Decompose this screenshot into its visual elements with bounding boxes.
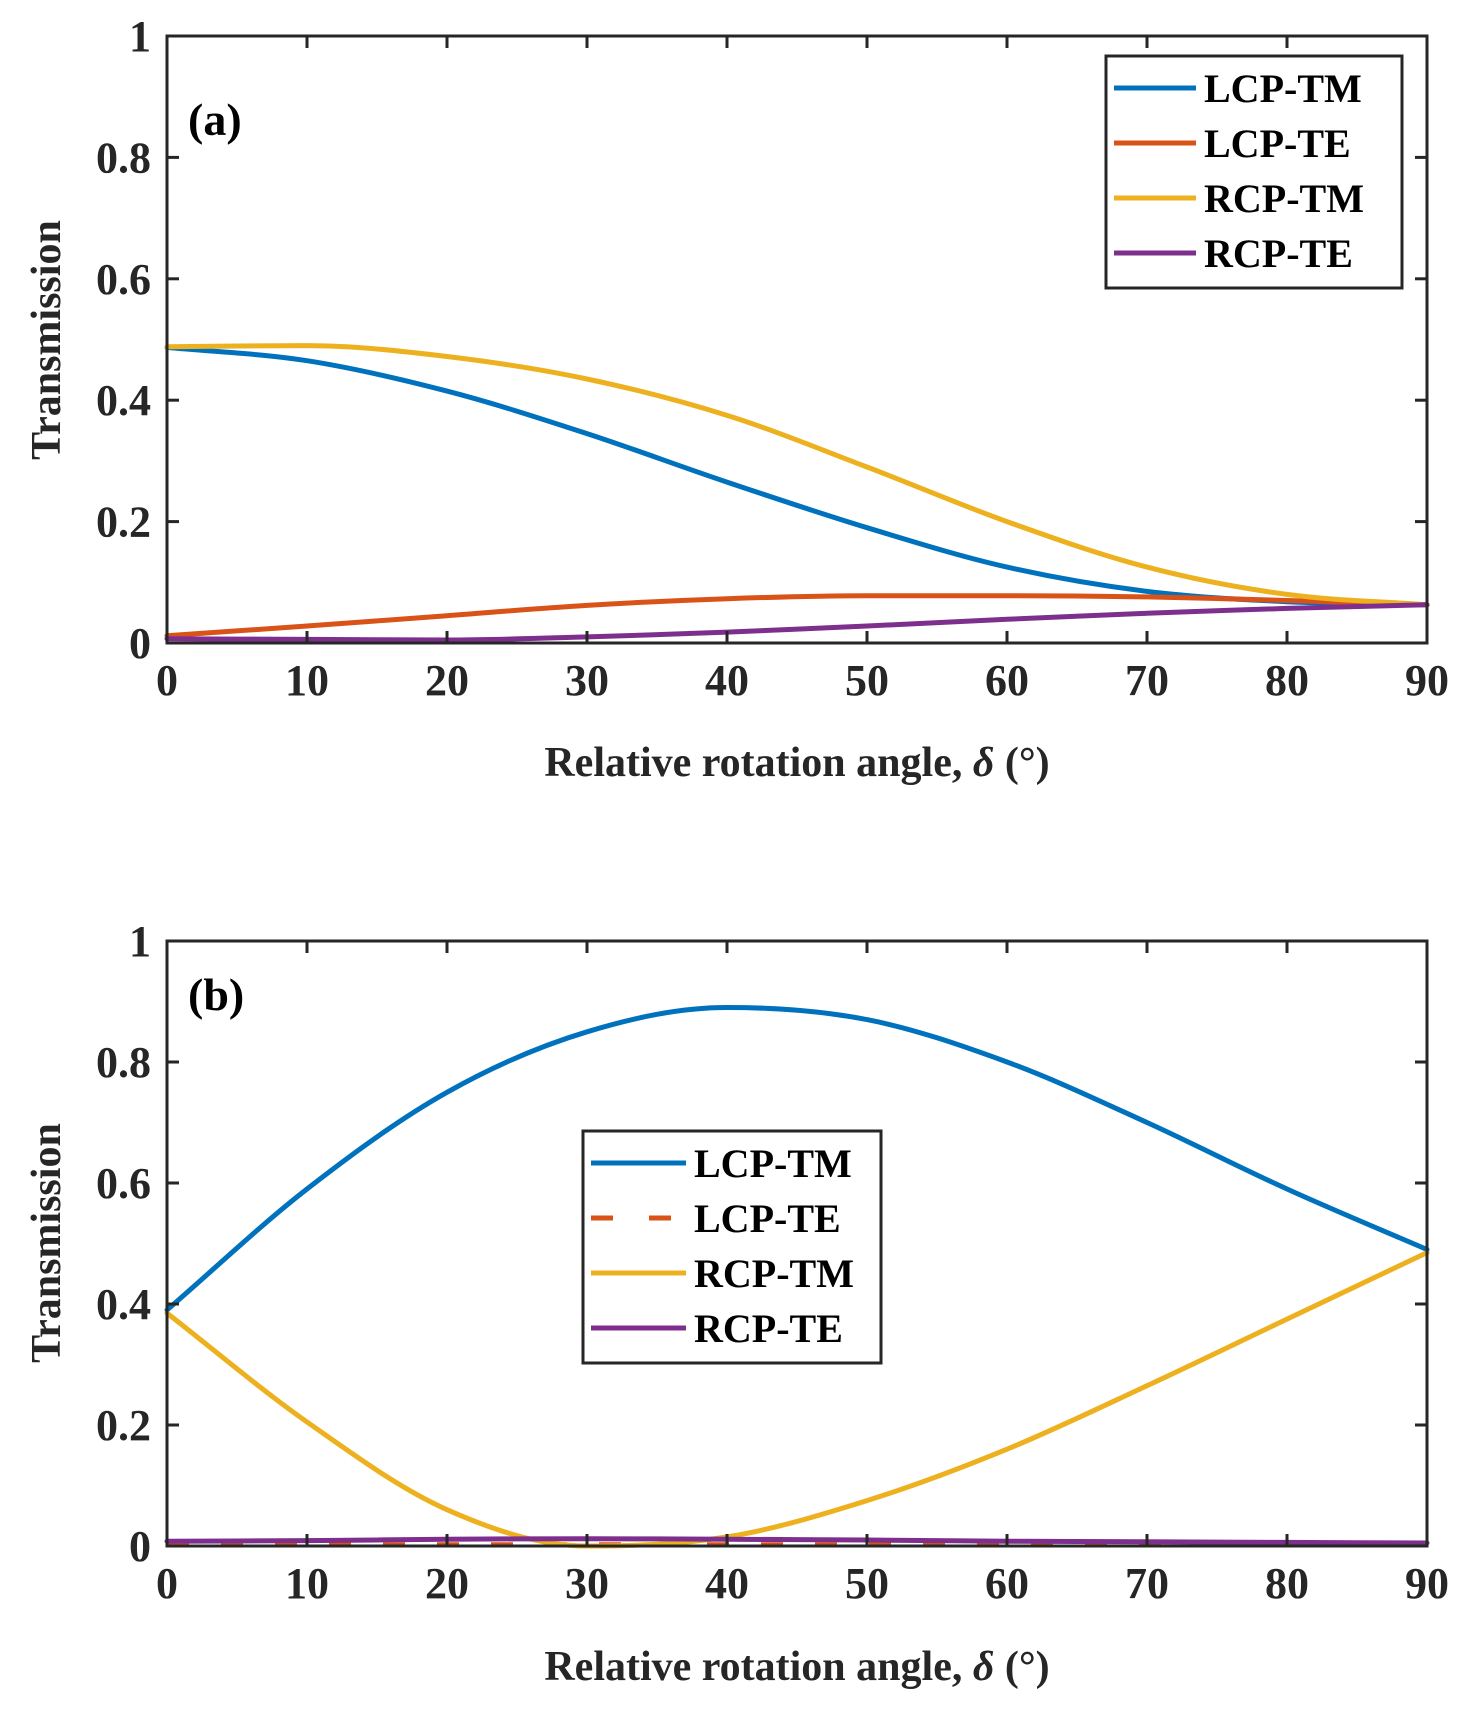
x-axis-label-symbol: δ	[973, 740, 995, 786]
y-tick-label: 1	[129, 12, 151, 61]
series-line-rcp-tm	[164, 343, 1430, 608]
legend-label-rcp-te: RCP-TE	[1204, 231, 1353, 276]
x-tick-label: 10	[285, 656, 329, 705]
panel-b: 0 10 20 30 40 50 60 70 80 90 0 0.2 0.4 0.6 0.8 1 Relativ…	[24, 917, 1449, 1690]
legend-label-lcp-te: LCP-TE	[1204, 121, 1351, 166]
panel-a: 0 10 20 30 40 50 60 70 80 90 0 0.2 0.4 0.6 0.8 1 Relativ…	[24, 12, 1449, 786]
y-axis-label: Transmission	[24, 220, 70, 460]
x-tick-label: 50	[845, 1559, 889, 1608]
legend-label-lcp-tm: LCP-TM	[1204, 66, 1362, 111]
x-axis-label: Relative rotation angle, δ (°)	[544, 740, 1049, 786]
x-axis-label-main: Relative rotation angle,	[544, 1644, 973, 1690]
x-tick-label: 70	[1125, 1559, 1169, 1608]
x-axis-label-unit: (°)	[994, 1644, 1049, 1690]
x-tick-label: 0	[156, 656, 178, 705]
x-axis-label: Relative rotation angle, δ (°)	[544, 1644, 1049, 1690]
y-tick-label: 0.8	[96, 133, 151, 182]
x-tick-label: 70	[1125, 656, 1169, 705]
legend-label-rcp-tm: RCP-TM	[694, 1251, 854, 1296]
legend-label-lcp-tm: LCP-TM	[694, 1141, 852, 1186]
x-tick-label: 20	[425, 1559, 469, 1608]
legend-label-rcp-te: RCP-TE	[694, 1306, 843, 1351]
legend: LCP-TM LCP-TE RCP-TM RCP-TE	[1104, 54, 1404, 290]
series-line-rcp-te	[164, 1536, 1430, 1546]
axes-box	[165, 34, 1429, 645]
x-tick-label: 40	[705, 656, 749, 705]
y-tick-label: 0.4	[96, 1280, 151, 1329]
y-tick-label: 0.4	[96, 376, 151, 425]
y-tick-label: 1	[129, 917, 151, 966]
panel-label: (a)	[188, 94, 242, 145]
legend-label-rcp-tm: RCP-TM	[1204, 176, 1364, 221]
series-line-lcp-te	[164, 593, 1430, 639]
y-tick-label: 0.2	[96, 498, 151, 547]
y-tick-label: 0	[129, 1522, 151, 1571]
x-tick-label: 50	[845, 656, 889, 705]
series-line-rcp-te	[164, 602, 1430, 643]
y-tick-label: 0	[129, 619, 151, 668]
legend-box	[581, 1129, 883, 1365]
x-axis-label-main: Relative rotation angle,	[544, 740, 973, 786]
x-axis-label-unit: (°)	[994, 740, 1049, 786]
x-axis-label-symbol: δ	[973, 1644, 995, 1690]
x-tick-label: 30	[565, 1559, 609, 1608]
legend: LCP-TM LCP-TE RCP-TM RCP-TE	[581, 1129, 883, 1365]
x-tick-label: 90	[1405, 656, 1449, 705]
series-line-lcp-tm	[164, 1005, 1430, 1313]
series-line-rcp-tm	[164, 1250, 1430, 1549]
legend-label-lcp-te: LCP-TE	[694, 1196, 841, 1241]
x-tick-label: 80	[1265, 656, 1309, 705]
x-tick-label: 10	[285, 1559, 329, 1608]
panel-label: (b)	[188, 969, 244, 1020]
y-tick-label: 0.2	[96, 1401, 151, 1450]
y-tick-label: 0.6	[96, 1159, 151, 1208]
x-tick-label: 0	[156, 1559, 178, 1608]
y-tick-label: 0.6	[96, 255, 151, 304]
axes-box	[165, 939, 1429, 1548]
x-tick-label: 80	[1265, 1559, 1309, 1608]
x-tick-label: 60	[985, 1559, 1029, 1608]
x-tick-label: 60	[985, 656, 1029, 705]
x-tick-label: 20	[425, 656, 469, 705]
x-tick-label: 40	[705, 1559, 749, 1608]
y-axis-label: Transmission	[24, 1123, 70, 1363]
y-tick-label: 0.8	[96, 1038, 151, 1087]
x-tick-label: 90	[1405, 1559, 1449, 1608]
legend-box	[1104, 54, 1404, 290]
x-tick-label: 30	[565, 656, 609, 705]
